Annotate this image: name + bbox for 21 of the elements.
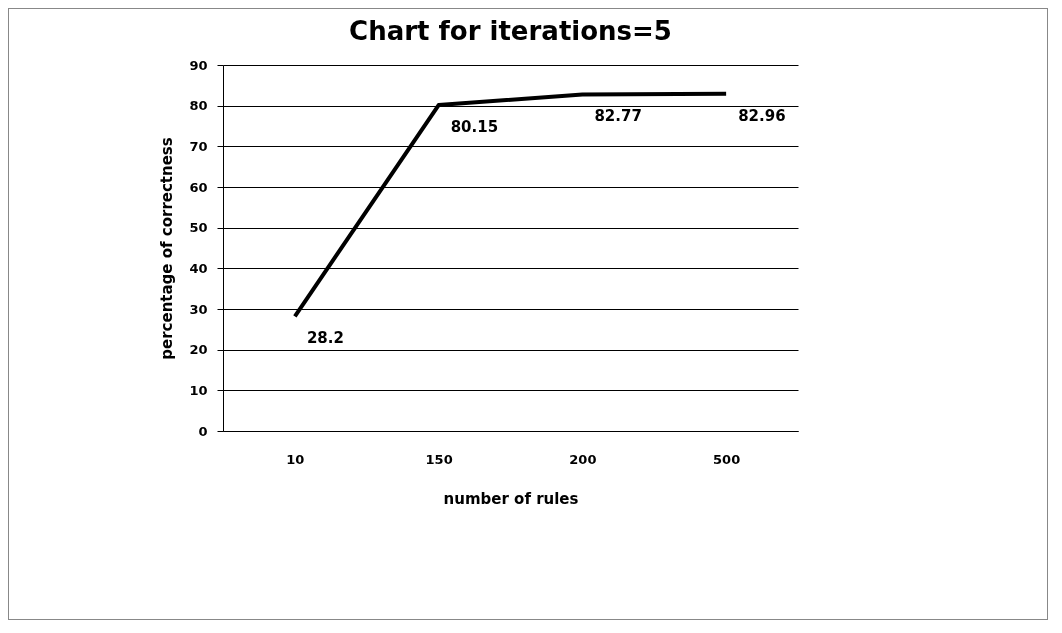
- x-tick-label: 500: [713, 451, 741, 467]
- y-tick-label: 20: [189, 342, 208, 358]
- y-tick-label: 0: [198, 423, 208, 439]
- x-axis-title: number of rules: [443, 489, 579, 508]
- data-label: 82.77: [594, 107, 642, 126]
- y-tick-label: 40: [189, 260, 208, 276]
- y-tick-label: 10: [189, 382, 208, 398]
- chart-title: Chart for iterations=5: [349, 16, 672, 46]
- y-axis-title: percentage of correctness: [158, 137, 177, 360]
- x-tick-label: 200: [569, 451, 597, 467]
- data-label: 28.2: [306, 329, 344, 348]
- data-label: 80.15: [450, 118, 499, 137]
- y-tick-label: 70: [189, 138, 208, 154]
- y-tick-label: 60: [189, 179, 208, 195]
- y-tick-label: 50: [189, 220, 208, 236]
- y-tick-label: 90: [189, 57, 208, 73]
- data-label: 82.96: [738, 106, 786, 125]
- x-tick-label: 150: [425, 451, 453, 467]
- x-tick-label: 10: [286, 451, 305, 467]
- y-tick-label: 30: [189, 301, 208, 317]
- y-tick-label: 80: [189, 98, 208, 114]
